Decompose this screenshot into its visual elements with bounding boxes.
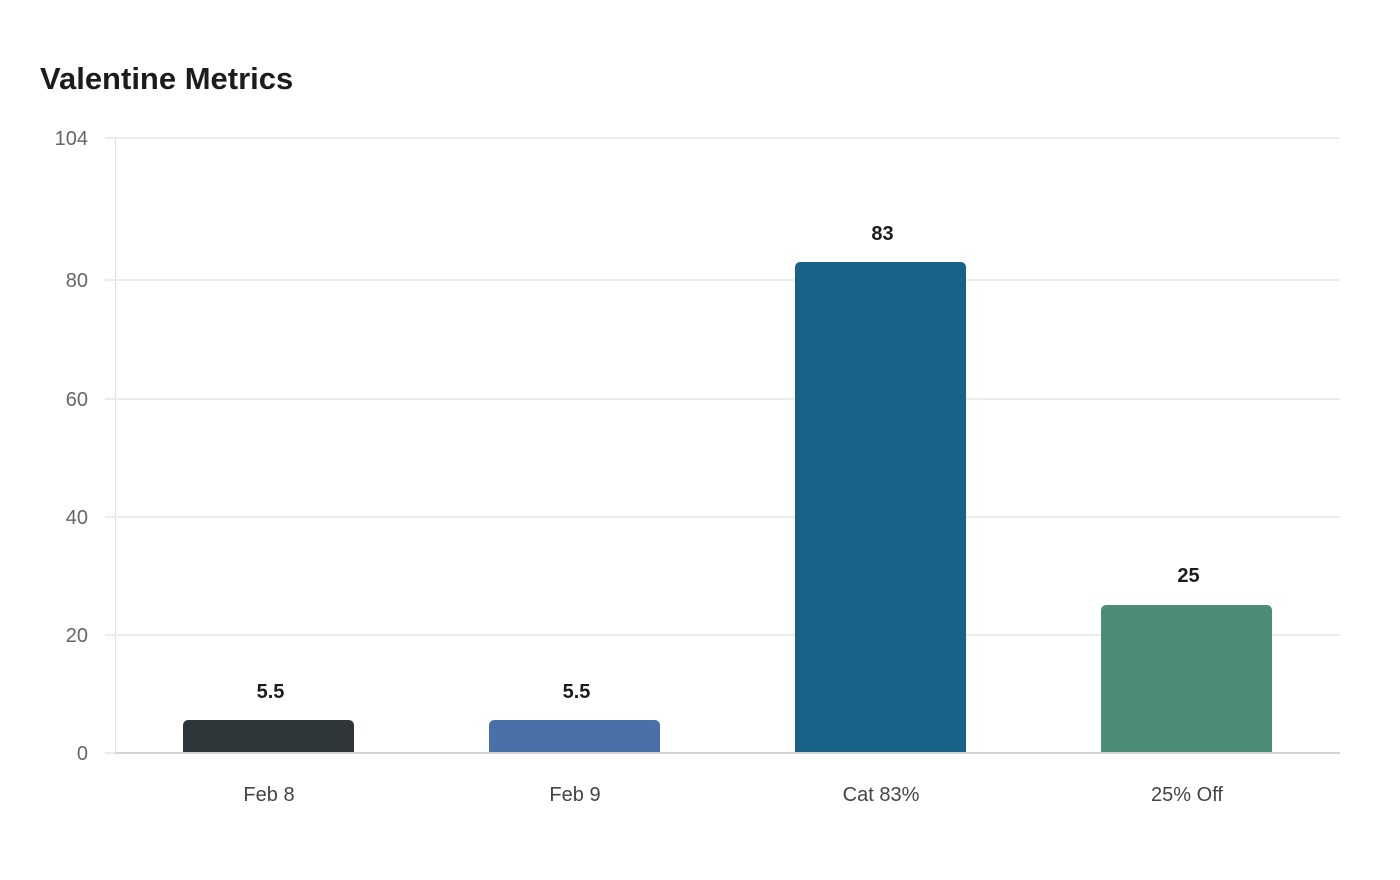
gridline-60 <box>115 398 1340 400</box>
x-tick-label: Cat 83% <box>842 784 920 806</box>
value-label: 25 <box>1177 565 1200 587</box>
y-tick <box>105 752 115 754</box>
y-tick-label: 60 <box>65 389 88 411</box>
y-tick <box>105 137 115 139</box>
y-tick <box>105 516 115 518</box>
x-tick-label: 25% Off <box>1151 784 1223 806</box>
gridline-40 <box>115 516 1340 518</box>
y-tick-label: 20 <box>65 625 88 647</box>
y-axis-line <box>115 138 116 754</box>
gridline-104 <box>115 137 1340 139</box>
y-tick <box>105 398 115 400</box>
y-tick <box>105 634 115 636</box>
bar-feb-9[interactable] <box>489 720 660 753</box>
bar-feb-8[interactable] <box>183 720 354 753</box>
y-tick-label: 40 <box>65 507 88 529</box>
gridline-80 <box>115 279 1340 281</box>
chart-title: Valentine Metrics <box>40 61 294 96</box>
value-label: 83 <box>871 223 894 245</box>
y-tick <box>105 279 115 281</box>
value-label: 5.5 <box>562 681 591 703</box>
y-tick-label: 0 <box>76 743 88 765</box>
x-axis-line <box>115 752 1340 754</box>
y-tick-label: 104 <box>54 128 88 150</box>
x-tick-label: Feb 8 <box>243 784 295 806</box>
x-tick-label: Feb 9 <box>549 784 601 806</box>
value-label: 5.5 <box>256 681 285 703</box>
gridline-20 <box>115 634 1340 636</box>
bar-cat-83[interactable] <box>795 262 966 753</box>
y-tick-label: 80 <box>65 270 88 292</box>
bar-25-off[interactable] <box>1101 605 1272 753</box>
